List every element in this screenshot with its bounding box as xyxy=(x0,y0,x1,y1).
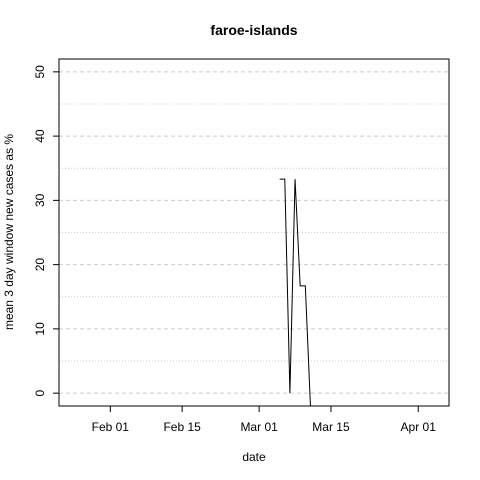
y-tick-label: 0 xyxy=(33,389,47,396)
y-tick-label: 40 xyxy=(33,129,47,143)
grid xyxy=(59,71,449,394)
y-tick-label: 20 xyxy=(33,258,47,272)
x-tick-label: Mar 15 xyxy=(312,420,350,434)
y-tick-label: 10 xyxy=(33,322,47,336)
x-tick-label: Feb 15 xyxy=(163,420,201,434)
series-layer xyxy=(279,178,311,407)
chart-title: faroe-islands xyxy=(210,22,297,38)
plot-frame xyxy=(58,58,450,407)
y-axis-label: mean 3 day window new cases as % xyxy=(2,134,16,330)
series-line xyxy=(279,178,311,407)
y-axis: 0 10 20 30 40 50 xyxy=(33,65,59,396)
x-tick-label: Apr 01 xyxy=(401,420,437,434)
x-axis-label: date xyxy=(242,450,266,464)
y-tick-label: 50 xyxy=(33,65,47,79)
x-axis: Feb 01 Feb 15 Mar 01 Mar 15 Apr 01 xyxy=(92,406,437,434)
x-tick-label: Mar 01 xyxy=(240,420,278,434)
y-tick-label: 30 xyxy=(33,193,47,207)
x-tick-label: Feb 01 xyxy=(92,420,130,434)
